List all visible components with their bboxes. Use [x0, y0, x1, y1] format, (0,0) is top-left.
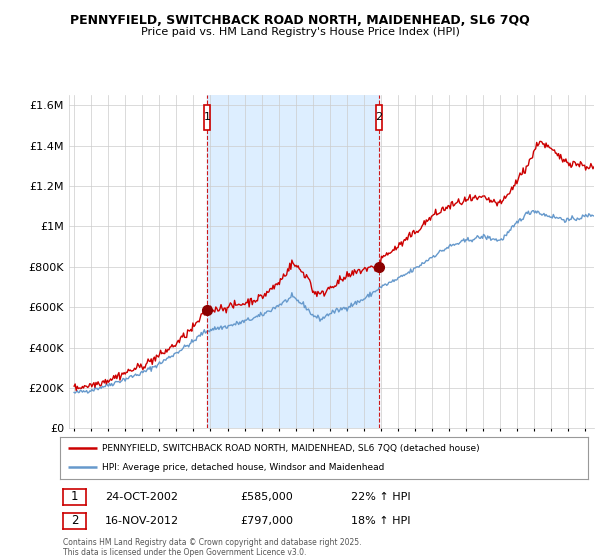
- Text: 1: 1: [71, 490, 78, 503]
- Text: £585,000: £585,000: [240, 492, 293, 502]
- Text: 2: 2: [376, 113, 382, 123]
- FancyBboxPatch shape: [376, 105, 382, 129]
- Text: 1: 1: [204, 113, 211, 123]
- Text: 18% ↑ HPI: 18% ↑ HPI: [351, 516, 410, 526]
- Text: PENNYFIELD, SWITCHBACK ROAD NORTH, MAIDENHEAD, SL6 7QQ: PENNYFIELD, SWITCHBACK ROAD NORTH, MAIDE…: [70, 14, 530, 27]
- Text: Contains HM Land Registry data © Crown copyright and database right 2025.
This d: Contains HM Land Registry data © Crown c…: [63, 538, 361, 557]
- Text: Price paid vs. HM Land Registry's House Price Index (HPI): Price paid vs. HM Land Registry's House …: [140, 27, 460, 37]
- Text: 24-OCT-2002: 24-OCT-2002: [105, 492, 178, 502]
- FancyBboxPatch shape: [204, 105, 210, 129]
- Text: £797,000: £797,000: [240, 516, 293, 526]
- Text: 16-NOV-2012: 16-NOV-2012: [105, 516, 179, 526]
- Text: HPI: Average price, detached house, Windsor and Maidenhead: HPI: Average price, detached house, Wind…: [102, 463, 385, 472]
- Text: 2: 2: [71, 514, 78, 528]
- Text: PENNYFIELD, SWITCHBACK ROAD NORTH, MAIDENHEAD, SL6 7QQ (detached house): PENNYFIELD, SWITCHBACK ROAD NORTH, MAIDE…: [102, 444, 480, 452]
- Bar: [207, 95, 379, 428]
- Text: 22% ↑ HPI: 22% ↑ HPI: [351, 492, 410, 502]
